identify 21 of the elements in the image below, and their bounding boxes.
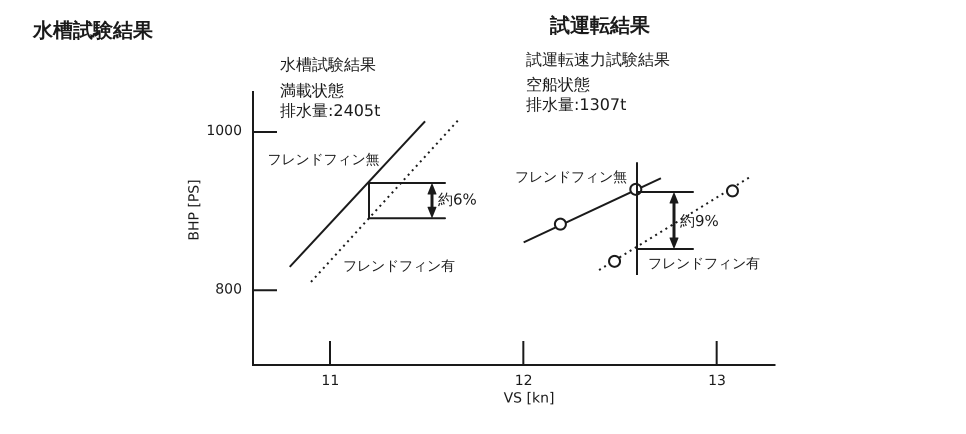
chart-title: 水槽試験結果	[32, 18, 154, 42]
x-tick-label: 11	[321, 373, 340, 390]
y-axis-title: BHP [PS]	[186, 179, 203, 241]
text: 試運転速力試験結果	[526, 50, 670, 70]
series-label: フレンドフィン有	[342, 258, 455, 274]
text: 水槽試験結果	[280, 55, 376, 74]
text: 試運転結果	[549, 13, 651, 38]
series-label: フレンドフィン有	[648, 256, 760, 272]
x-tick-label: 12	[514, 373, 533, 390]
annotation: 約9%	[680, 212, 719, 230]
series-label: フレンドフィン無	[268, 152, 380, 168]
annotation: 満載状態	[280, 81, 344, 100]
y-tick-label: 1000	[206, 123, 242, 140]
annotation: 排水量:2405t	[280, 101, 380, 120]
series-label: フレンドフィン無	[515, 169, 628, 186]
annotation: 約6%	[438, 190, 477, 208]
x-axis-title: VS [kn]	[504, 390, 554, 407]
x-tick-label: 13	[708, 373, 726, 390]
y-tick-label: 800	[215, 281, 242, 298]
annotation: 空船状態	[526, 75, 590, 94]
annotation: 排水量:1307t	[526, 95, 626, 114]
